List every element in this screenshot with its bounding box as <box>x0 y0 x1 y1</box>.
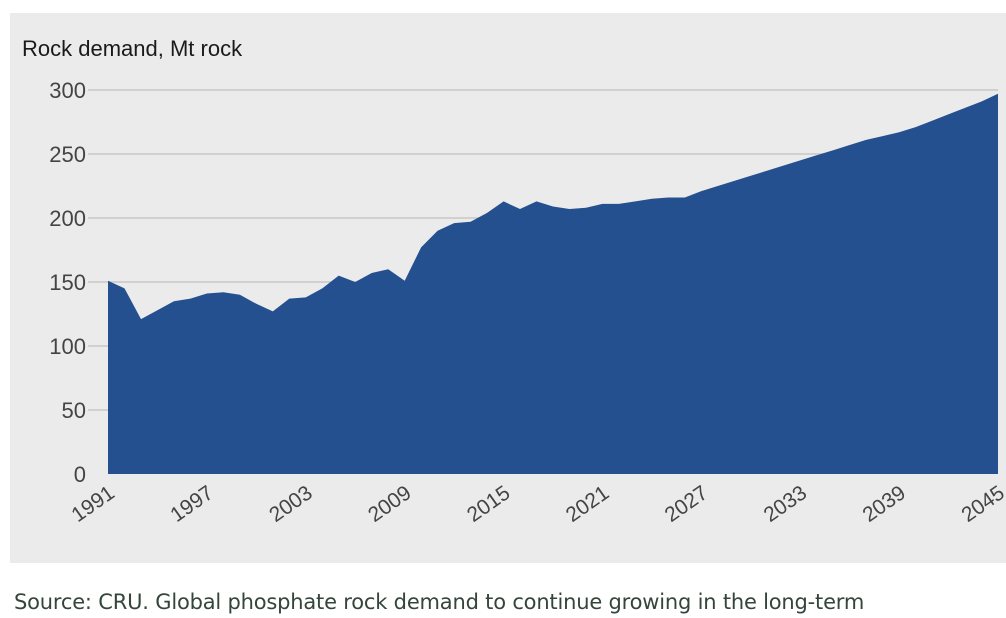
x-tick-label: 2027 <box>661 481 712 527</box>
x-tick-label: 2015 <box>463 481 514 527</box>
x-tick-label: 2009 <box>364 481 415 527</box>
chart-panel: Rock demand, Mt rock 0 50 100 150 200 250 300 … <box>10 13 1006 563</box>
chart-title: Rock demand, Mt rock <box>22 36 243 61</box>
x-tick-label: 1991 <box>67 481 118 527</box>
x-tick-label: 2003 <box>265 481 316 527</box>
x-tick-label: 1997 <box>166 481 217 527</box>
demand-area <box>108 93 998 475</box>
x-tick-label: 2033 <box>760 481 811 527</box>
y-tick-label: 300 <box>49 78 86 103</box>
x-tick-label: 2045 <box>957 481 1006 527</box>
y-tick-label: 0 <box>74 462 86 487</box>
y-tick-label: 200 <box>49 206 86 231</box>
y-tick-label: 150 <box>49 270 86 295</box>
area-chart: Rock demand, Mt rock 050100150200250300 … <box>22 36 1006 527</box>
x-tick-label: 2039 <box>859 481 910 527</box>
y-tick-label: 250 <box>49 142 86 167</box>
y-tick-label: 100 <box>49 334 86 359</box>
x-tick-label: 2021 <box>562 481 613 527</box>
y-tick-label: 50 <box>62 398 86 423</box>
source-caption: Source: CRU. Global phosphate rock deman… <box>14 590 865 614</box>
